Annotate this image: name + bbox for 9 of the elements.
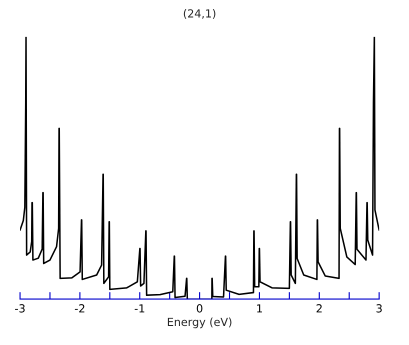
x-tick-label: 3: [376, 304, 382, 313]
x-tick-label: 1: [257, 304, 262, 312]
x-tick-label: -3: [15, 304, 25, 313]
x-tick-label: -2: [74, 304, 84, 312]
x-tick-label: -1: [134, 304, 144, 312]
chart-title: (24,1): [184, 9, 216, 19]
x-tick-label: 2: [316, 304, 322, 312]
x-axis-title: Energy (eV): [168, 318, 232, 328]
x-tick-label: 0: [196, 304, 202, 313]
